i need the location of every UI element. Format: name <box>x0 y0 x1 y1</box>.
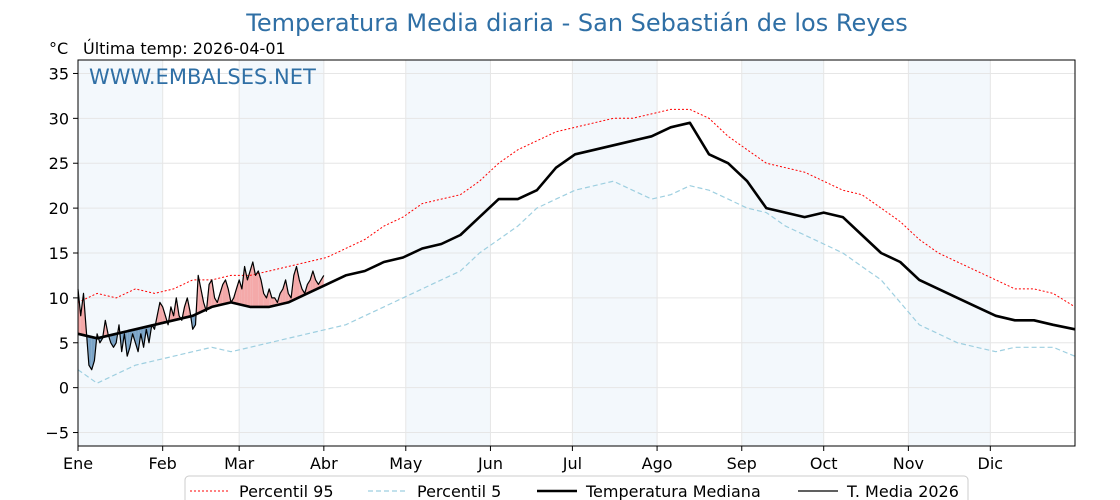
fill-above-median <box>255 271 259 307</box>
x-tick-label: Ene <box>63 454 93 473</box>
watermark: WWW.EMBALSES.NET <box>89 65 316 89</box>
x-tick-label: Ago <box>642 454 673 473</box>
legend: Percentil 95 Percentil 5 Temperatura Media… <box>184 475 969 500</box>
fill-above-median <box>315 279 319 290</box>
y-tick-label: 35 <box>49 64 69 83</box>
fill-above-median <box>184 297 188 318</box>
fill-above-median <box>282 279 286 304</box>
legend-box <box>184 475 969 500</box>
line-temperatura-mediana <box>77 121 1076 340</box>
fill-below-median <box>135 328 139 352</box>
fill-below-median <box>127 330 130 357</box>
x-tick-label: Feb <box>149 454 177 473</box>
fill-above-median <box>250 262 253 307</box>
fill-above-median <box>247 271 251 307</box>
fill-above-median <box>312 271 316 291</box>
y-tick-label: −5 <box>45 424 69 443</box>
x-tick-label: May <box>389 454 422 473</box>
y-tick-label: 20 <box>49 199 69 218</box>
fill-above-median <box>239 279 242 305</box>
y-tick-label: 0 <box>59 379 69 398</box>
y-tick-label: 15 <box>49 244 69 263</box>
fill-above-median <box>258 271 261 307</box>
fill-above-median <box>266 288 270 307</box>
y-tick-label: 5 <box>59 334 69 353</box>
fill-above-median <box>310 271 313 293</box>
legend-label: T. Media 2026 <box>846 482 959 500</box>
x-tick-label: Mar <box>224 454 255 473</box>
y-axis: 35 30 25 20 15 10 5 0 −5 <box>45 64 78 443</box>
y-tick-label: 25 <box>49 154 69 173</box>
x-tick-label: Dic <box>978 454 1004 473</box>
y-tick-label: 30 <box>49 109 69 128</box>
legend-label: Temperatura Mediana <box>585 482 761 500</box>
line-percentil-5 <box>77 180 1076 384</box>
fill-above-median <box>321 275 324 287</box>
fill-below-median <box>110 334 114 348</box>
x-tick-label: Jul <box>562 454 582 473</box>
fill-above-median <box>236 279 240 305</box>
x-tick-label: Nov <box>893 454 924 473</box>
x-tick-label: Jun <box>477 454 503 473</box>
fill-above-median <box>220 284 223 305</box>
fill-above-median <box>269 288 272 307</box>
fill-above-median <box>159 302 163 324</box>
fill-above-median <box>209 279 212 309</box>
fill-above-median <box>244 266 248 307</box>
legend-label: Percentil 5 <box>417 482 501 500</box>
fill-above-median <box>225 279 229 304</box>
anomaly-fills <box>78 262 324 370</box>
fill-above-median <box>222 279 226 305</box>
fill-above-median <box>271 297 275 307</box>
x-axis: Ene Feb Mar Abr May Jun Jul Ago Sep Oct Nov Dic <box>63 446 1003 473</box>
legend-label: Percentil 95 <box>239 482 334 500</box>
x-tick-label: Oct <box>810 454 838 473</box>
y-unit-label: °C <box>49 39 68 58</box>
x-tick-label: Sep <box>727 454 757 473</box>
x-tick-label: Abr <box>310 454 338 473</box>
series-lines <box>77 108 1076 384</box>
grid-lines <box>77 60 1075 446</box>
chart-title: Temperatura Media diaria - San Sebastián… <box>245 9 907 37</box>
fill-below-median <box>88 336 92 370</box>
last-reading-label: Última temp: 2026-04-01 <box>83 39 286 58</box>
fill-above-median <box>261 279 264 307</box>
fill-above-median <box>296 266 300 299</box>
fill-above-median <box>198 275 201 314</box>
y-tick-label: 10 <box>49 289 69 308</box>
line-t-media-2026 <box>77 261 325 371</box>
